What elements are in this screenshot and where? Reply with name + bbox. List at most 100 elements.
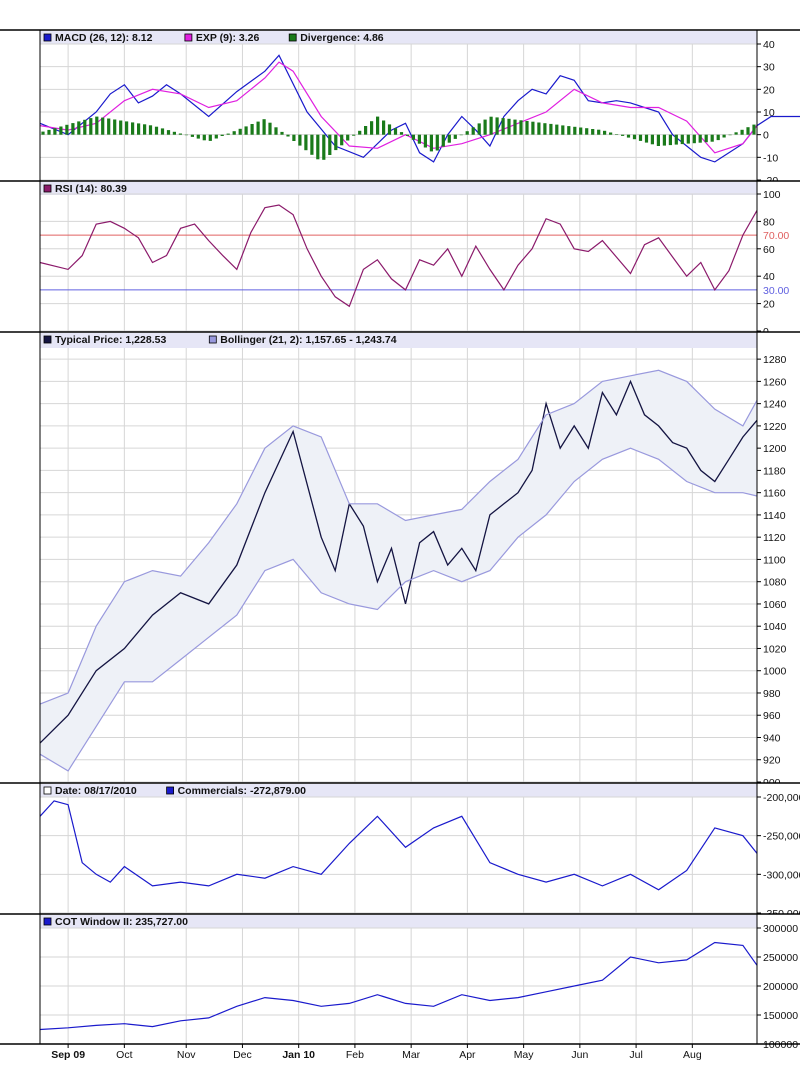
divergence-bar xyxy=(238,128,242,135)
divergence-bar xyxy=(704,134,708,143)
panel-cot: COT Window II: 235,727.00 300000 250000 200… xyxy=(0,913,800,1051)
x-tick-label: Feb xyxy=(346,1049,364,1061)
divergence-bar xyxy=(399,132,404,135)
y-tick-label: 960 xyxy=(763,710,781,722)
divergence-bar xyxy=(137,123,141,135)
legend-label: Bollinger (21, 2): 1,157.65 - 1,243.74 xyxy=(220,334,396,346)
divergence-bar xyxy=(585,128,589,135)
y-tick-label: 100000 xyxy=(763,1039,798,1051)
y-tick-label: 1120 xyxy=(763,532,786,544)
y-tick-label: 40 xyxy=(763,271,775,283)
legend-bar xyxy=(40,915,757,928)
x-tick-label: Jan 10 xyxy=(282,1049,315,1061)
divergence-bar xyxy=(465,131,469,135)
divergence-bar xyxy=(387,124,392,135)
x-tick-label: Jul xyxy=(629,1049,642,1061)
x-tick-label: Mar xyxy=(402,1049,421,1061)
series-line xyxy=(39,61,758,154)
divergence-bar xyxy=(244,126,248,135)
divergence-bar xyxy=(292,134,296,141)
legend-swatch xyxy=(184,33,193,42)
divergence-bar xyxy=(71,123,75,135)
divergence-bar xyxy=(47,129,51,135)
divergence-bar xyxy=(364,126,368,135)
legend-label: Commercials: -272,879.00 xyxy=(178,785,307,797)
divergence-bar xyxy=(411,134,415,140)
divergence-bar xyxy=(638,134,643,141)
y-tick-label: 1160 xyxy=(763,488,786,500)
divergence-bar xyxy=(656,134,660,146)
y-tick-label: -10 xyxy=(763,152,778,164)
divergence-bar xyxy=(519,120,523,135)
divergence-bar xyxy=(232,131,236,135)
divergence-bar xyxy=(83,119,87,135)
divergence-bar xyxy=(286,134,290,137)
divergence-bar xyxy=(537,122,541,135)
divergence-bar xyxy=(262,119,266,135)
y-tick-label: 920 xyxy=(763,755,781,767)
panel-background xyxy=(0,181,800,331)
divergence-bar xyxy=(166,130,171,135)
divergence-bar xyxy=(382,120,386,135)
panel-commercials: Date: 08/17/2010 Commercials: -272,879.00… xyxy=(0,782,800,920)
series-line xyxy=(39,447,758,772)
divergence-bar xyxy=(644,134,649,143)
divergence-bar xyxy=(555,124,559,135)
divergence-bar xyxy=(77,121,81,135)
legend-label: MACD (26, 12): 8.12 xyxy=(55,32,153,44)
y-tick-label: 1100 xyxy=(763,554,786,566)
divergence-bar xyxy=(220,134,224,136)
divergence-bar xyxy=(274,127,278,135)
divergence-bar xyxy=(698,134,702,143)
legend-label: Date: 08/17/2010 xyxy=(55,785,137,797)
legend-swatch xyxy=(43,335,52,344)
divergence-bar xyxy=(549,123,553,135)
rsi-threshold-label: 30.00 xyxy=(763,285,789,297)
divergence-bar xyxy=(298,134,302,146)
legend-swatch xyxy=(43,917,52,926)
y-tick-label: 1140 xyxy=(763,510,786,522)
legend-swatch xyxy=(208,335,217,344)
divergence-bar xyxy=(113,119,117,135)
divergence-bar xyxy=(531,121,535,135)
divergence-bar xyxy=(95,116,99,135)
y-tick-label: -200,000 xyxy=(763,792,800,804)
y-tick-label: 150000 xyxy=(763,1010,798,1022)
divergence-bar xyxy=(143,124,147,135)
divergence-bar xyxy=(501,118,505,135)
y-tick-label: 940 xyxy=(763,732,781,744)
divergence-bar xyxy=(441,134,445,147)
divergence-bar xyxy=(119,120,123,135)
y-tick-label: -250,000 xyxy=(763,831,800,843)
legend-label: COT Window II: 235,727.00 xyxy=(55,916,188,928)
x-tick-label: Oct xyxy=(116,1049,132,1061)
divergence-bar xyxy=(632,134,637,140)
divergence-bar xyxy=(310,134,314,155)
divergence-bar xyxy=(603,130,607,135)
divergence-bar xyxy=(131,122,135,135)
y-tick-label: 10 xyxy=(763,107,775,119)
divergence-bar xyxy=(621,134,625,136)
divergence-bar xyxy=(746,127,750,135)
divergence-bar xyxy=(495,117,499,135)
divergence-bar xyxy=(579,127,583,135)
panel-macd: MACD (26, 12): 8.12 EXP (9): 3.26 Divergen… xyxy=(0,29,800,187)
divergence-bar xyxy=(41,131,45,135)
legend-swatch xyxy=(43,184,52,193)
legend-swatch xyxy=(288,33,297,42)
divergence-bar xyxy=(710,134,714,142)
y-tick-label: 1000 xyxy=(763,666,787,678)
legend-bar xyxy=(40,784,757,797)
x-tick-label: Apr xyxy=(459,1049,476,1061)
series-line xyxy=(39,800,758,891)
y-tick-label: 1180 xyxy=(763,465,786,477)
series-line xyxy=(39,204,758,308)
divergence-bar xyxy=(513,119,517,135)
divergence-bar xyxy=(346,134,350,141)
divergence-bar xyxy=(148,125,153,135)
divergence-bar xyxy=(405,134,410,136)
divergence-bar xyxy=(53,128,57,135)
divergence-bar xyxy=(107,118,111,135)
divergence-bar xyxy=(567,126,571,135)
